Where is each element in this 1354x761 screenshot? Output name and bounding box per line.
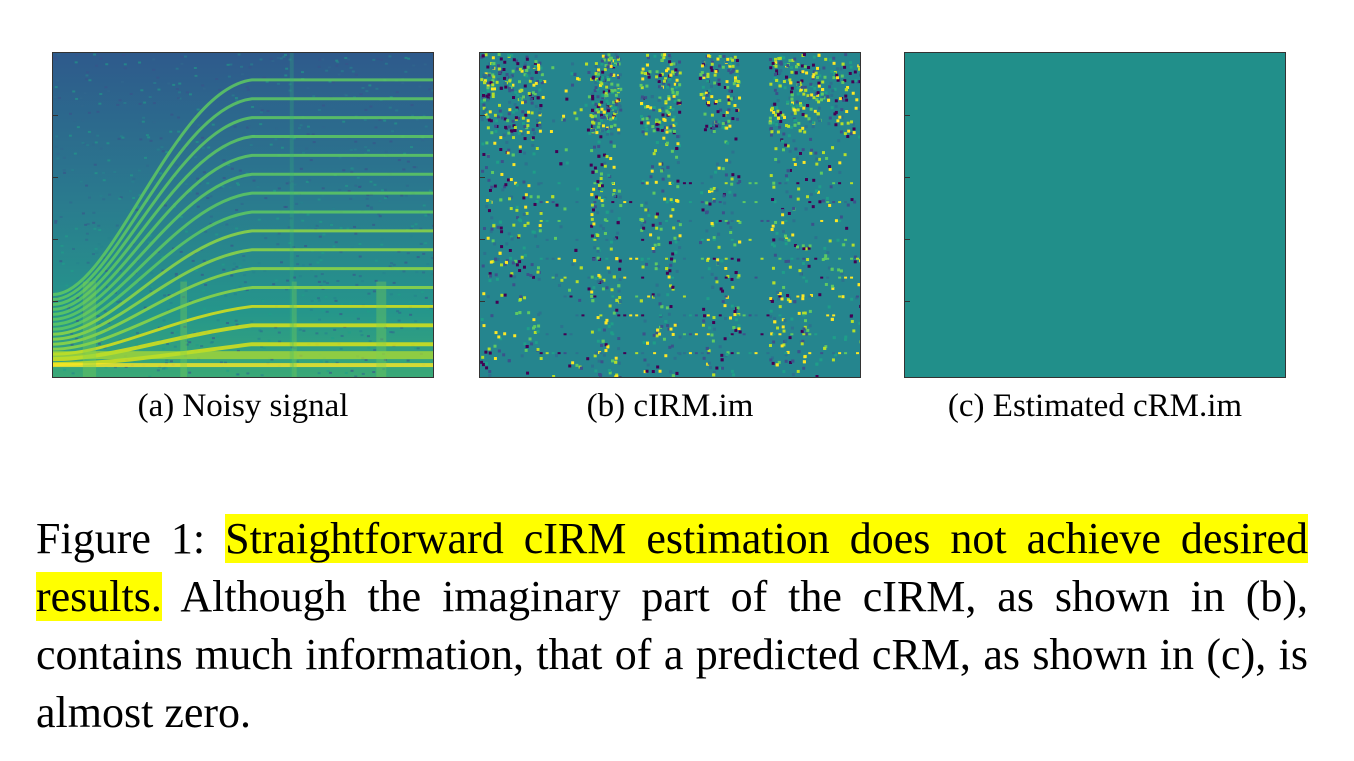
axis-tick: [480, 177, 485, 178]
caption-label: Figure 1:: [36, 514, 226, 563]
subcaption-c: (c) Estimated cRM.im: [947, 388, 1243, 424]
axis-tick: [53, 239, 58, 240]
cirm-im-image: [480, 53, 860, 377]
axis-tick: [480, 239, 485, 240]
axis-tick: [905, 301, 910, 302]
estimated-crm-im-image: [905, 53, 1285, 377]
uniform-fill: [905, 53, 1285, 377]
subcaption-b: (b) cIRM.im: [586, 388, 754, 424]
axis-tick: [53, 177, 58, 178]
axis-tick: [905, 177, 910, 178]
axis-tick: [53, 301, 58, 302]
noisy-signal-image: [53, 53, 433, 377]
cirm-im-map: [479, 52, 861, 378]
noisy-signal-spectrogram: [52, 52, 434, 378]
subcaption-a: (a) Noisy signal: [137, 388, 349, 424]
figure-caption: Figure 1: Straightforward cIRM estimatio…: [36, 510, 1308, 742]
axis-tick: [480, 301, 485, 302]
axis-tick: [480, 115, 485, 116]
axis-tick: [905, 115, 910, 116]
axis-tick: [53, 115, 58, 116]
estimated-crm-im-map: [904, 52, 1286, 378]
axis-tick: [905, 239, 910, 240]
caption-body: Although the imaginary part of the cIRM,…: [36, 572, 1308, 737]
